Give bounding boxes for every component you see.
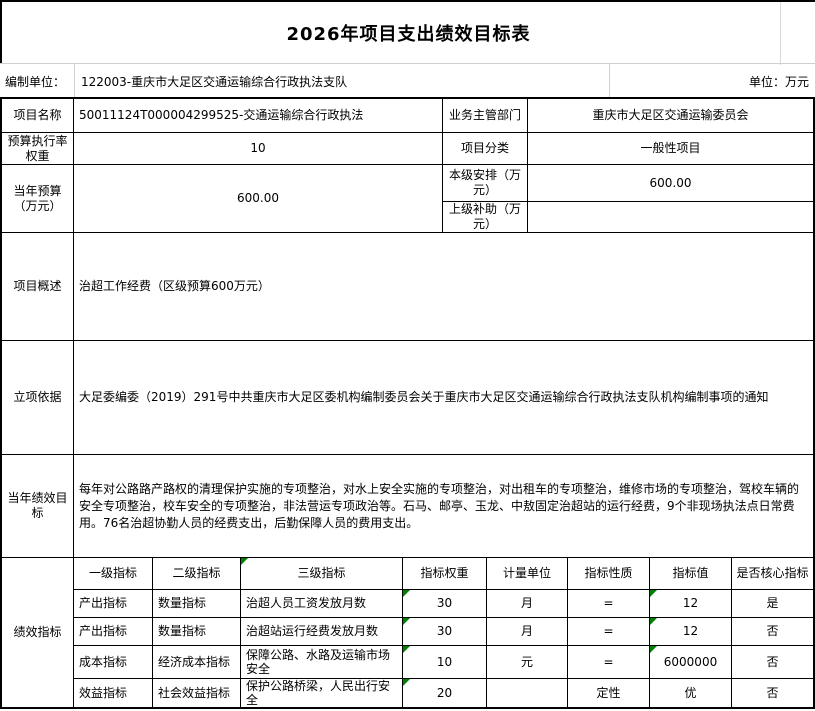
perf-r1-value-text: 12 — [682, 596, 699, 610]
superior-subsidy-label: 上级补助（万元） — [443, 202, 528, 233]
local-arrangement-value: 600.00 — [528, 165, 813, 202]
perf-r2-weight: 30 — [403, 618, 487, 646]
perf-r4-unit — [487, 679, 568, 707]
perf-r1-value: 12 — [650, 590, 732, 618]
basis-value: 大足委编委（2019）291号中共重庆市大足区委机构编制委员会关于重庆市大足区交… — [74, 341, 813, 455]
comment-marker-icon — [403, 618, 410, 625]
perf-r4-weight-text: 20 — [436, 685, 453, 700]
perf-r4-nature: 定性 — [568, 679, 650, 707]
perf-r4-value: 优 — [650, 679, 732, 707]
perf-r2-level3: 治超站运行经费发放月数 — [241, 618, 403, 646]
prepared-by-row: 编制单位： 122003-重庆市大足区交通运输综合行政执法支队 单位：万元 — [0, 63, 815, 98]
perf-header-unit: 计量单位 — [487, 558, 568, 590]
perf-r3-level1: 成本指标 — [74, 646, 153, 679]
perf-header-level1: 一级指标 — [74, 558, 153, 590]
perf-section-label: 绩效指标 — [2, 558, 74, 707]
title-block: 2026年项目支出绩效目标表 — [0, 0, 815, 65]
perf-header-core: 是否核心指标 — [732, 558, 813, 590]
perf-r2-value: 12 — [650, 618, 732, 646]
exec-rate-label: 预算执行率权重 — [2, 133, 74, 165]
perf-r1-weight: 30 — [403, 590, 487, 618]
perf-header-value: 指标值 — [650, 558, 732, 590]
comment-marker-icon — [403, 590, 410, 597]
overview-label: 项目概述 — [2, 233, 74, 341]
perf-r1-level3: 治超人员工资发放月数 — [241, 590, 403, 618]
perf-r3-level2: 经济成本指标 — [153, 646, 241, 679]
perf-r3-weight: 10 — [403, 646, 487, 679]
perf-r2-unit: 月 — [487, 618, 568, 646]
perf-r4-core: 否 — [766, 685, 779, 700]
perf-r1-unit: 月 — [487, 590, 568, 618]
perf-header-level3-text: 三级指标 — [297, 566, 346, 580]
perf-header-level2: 二级指标 — [153, 558, 241, 590]
comment-marker-icon — [403, 679, 410, 686]
budget-label: 当年预算（万元） — [2, 165, 74, 233]
perf-r3-unit: 元 — [487, 646, 568, 679]
comment-marker-icon — [650, 590, 657, 597]
category-label: 项目分类 — [443, 133, 528, 165]
comment-marker-icon — [241, 558, 248, 565]
comment-marker-icon — [403, 646, 410, 653]
perf-r3-weight-text: 10 — [436, 654, 453, 669]
perf-header-level3: 三级指标 — [241, 558, 403, 590]
perf-header-weight: 指标权重 — [403, 558, 487, 590]
goal-value: 每年对公路路产路权的清理保护实施的专项整治，对水上安全实施的专项整治，对出租车的… — [74, 455, 813, 558]
perf-r1-level2: 数量指标 — [153, 590, 241, 618]
overview-value: 治超工作经费（区级预算600万元） — [74, 233, 813, 341]
exec-rate-value: 10 — [74, 133, 443, 165]
prepared-by-value: 122003-重庆市大足区交通运输综合行政执法支队 — [74, 64, 609, 98]
page-title: 2026年项目支出绩效目标表 — [286, 23, 531, 45]
perf-header-nature: 指标性质 — [568, 558, 650, 590]
perf-r1-weight-text: 30 — [436, 596, 453, 610]
project-name-label: 项目名称 — [2, 99, 74, 133]
budget-value: 600.00 — [74, 165, 443, 233]
goal-label: 当年绩效目标 — [2, 455, 74, 558]
perf-r2-level1: 产出指标 — [74, 618, 153, 646]
perf-r2-weight-text: 30 — [436, 624, 453, 638]
perf-r3-core: 否 — [732, 646, 813, 679]
superior-subsidy-value — [528, 202, 813, 233]
comment-marker-icon — [650, 646, 657, 653]
dept-label: 业务主管部门 — [443, 99, 528, 133]
perf-r1-level1: 产出指标 — [74, 590, 153, 618]
unit-note: 单位：万元 — [609, 64, 815, 98]
local-arrangement-label: 本级安排（万元） — [443, 165, 528, 202]
gridline — [780, 2, 781, 65]
basis-label: 立项依据 — [2, 341, 74, 455]
prepared-by-label: 编制单位： — [5, 74, 66, 89]
perf-r2-level2: 数量指标 — [153, 618, 241, 646]
perf-r3-value: 6000000 — [650, 646, 732, 679]
project-name-value: 50011124T000004299525-交通运输综合行政执法 — [74, 99, 443, 133]
perf-r2-value-text: 12 — [682, 624, 699, 638]
perf-r4-weight: 20 — [403, 679, 487, 707]
perf-r2-nature: = — [568, 618, 650, 646]
category-value: 一般性项目 — [528, 133, 813, 165]
perf-r4-level3: 保护公路桥梁，人民出行安全 — [241, 679, 403, 707]
perf-r4-level1: 效益指标 — [74, 679, 153, 707]
dept-value: 重庆市大足区交通运输委员会 — [528, 99, 813, 133]
perf-r3-level3: 保障公路、水路及运输市场安全 — [241, 646, 403, 679]
perf-r4-level2: 社会效益指标 — [153, 679, 241, 707]
main-table: 项目名称 50011124T000004299525-交通运输综合行政执法 业务… — [0, 97, 815, 709]
perf-r3-value-text: 6000000 — [663, 654, 718, 669]
perf-r3-nature: = — [568, 646, 650, 679]
perf-r1-nature: = — [568, 590, 650, 618]
perf-r1-core: 是 — [732, 590, 813, 618]
perf-r2-core: 否 — [732, 618, 813, 646]
comment-marker-icon — [650, 618, 657, 625]
